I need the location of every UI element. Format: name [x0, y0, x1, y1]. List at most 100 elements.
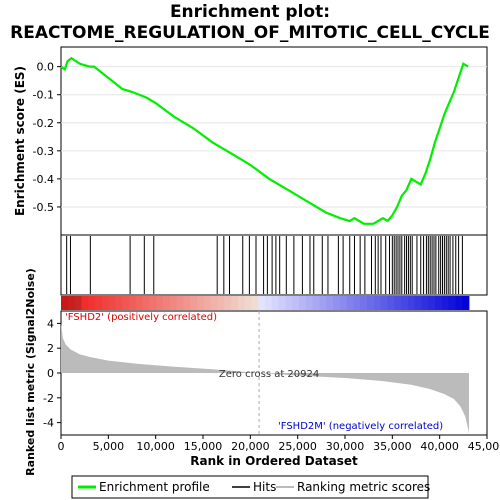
- x-tick-label: 35,000: [373, 440, 412, 453]
- x-tick-label: 45,000: [468, 440, 500, 453]
- band-segment: [441, 296, 450, 310]
- es-y-tick-label: -0.1: [33, 89, 54, 102]
- band-segment: [108, 296, 116, 310]
- zero-cross-label: Zero cross at 20924: [219, 369, 319, 380]
- es-y-tick-label: -0.5: [33, 201, 54, 214]
- band-segment: [414, 296, 422, 310]
- band-segment: [95, 296, 103, 310]
- rank-color-band: [61, 296, 470, 310]
- band-segment: [305, 296, 314, 310]
- x-tick-label: 20,000: [231, 440, 270, 453]
- negative-correlation-label: 'FSHD2M' (negatively correlated): [278, 421, 443, 432]
- chart-title-line2: REACTOME_REGULATION_OF_MITOTIC_CELL_CYCL…: [10, 23, 490, 43]
- hits-marks: [66, 236, 463, 294]
- es-y-axis-label: Enrichment score (ES): [13, 66, 27, 216]
- ranking-y-ticks: 4 2 0 -2 -4: [43, 317, 61, 430]
- ranking-y-axis-label: Ranked list metric (Signal2Noise): [24, 268, 37, 476]
- band-segment: [244, 296, 252, 310]
- band-segment: [299, 296, 307, 310]
- band-segment: [156, 296, 164, 310]
- es-y-ticks: 0.0 -0.1 -0.2 -0.3 -0.4 -0.5: [33, 61, 61, 214]
- band-segment: [135, 296, 144, 310]
- x-tick-label: 0: [58, 440, 65, 453]
- es-y-tick-label: 0.0: [37, 61, 55, 74]
- ranking-y-tick-label: -2: [43, 392, 54, 405]
- band-segment: [462, 296, 470, 310]
- band-segment: [88, 296, 96, 310]
- ranking-metric-area: [61, 323, 469, 434]
- band-segment: [224, 296, 232, 310]
- band-segment: [197, 296, 205, 310]
- ranking-x-ticks: 0 5,000 10,000 15,000 20,000 25,000 30,000 35,0…: [58, 435, 500, 453]
- es-gridlines: [61, 66, 487, 208]
- x-tick-label: 40,000: [420, 440, 459, 453]
- band-segment: [149, 296, 157, 310]
- hits-panel-frame: [60, 234, 488, 296]
- band-segment: [217, 296, 225, 310]
- band-segment: [353, 296, 361, 310]
- band-segment: [360, 296, 368, 310]
- band-segment: [428, 296, 436, 310]
- band-segment: [142, 296, 150, 310]
- legend-enrichment-label: Enrichment profile: [99, 480, 210, 494]
- band-segment: [81, 296, 89, 310]
- band-segment: [387, 296, 395, 310]
- band-segment: [380, 296, 388, 310]
- band-segment: [163, 296, 171, 310]
- band-segment: [394, 296, 402, 310]
- band-segment: [231, 296, 239, 310]
- legend-ranking-label: Ranking metric scores: [297, 480, 430, 494]
- band-segment: [210, 296, 218, 310]
- band-segment: [339, 296, 348, 310]
- x-tick-label: 30,000: [326, 440, 365, 453]
- legend-hits-label: Hits: [253, 480, 276, 494]
- band-segment: [373, 296, 382, 310]
- band-segment: [407, 296, 416, 310]
- chart-title-line1: Enrichment plot:: [170, 2, 330, 22]
- x-axis-label: Rank in Ordered Dataset: [190, 454, 358, 468]
- band-segment: [421, 296, 429, 310]
- band-segment: [292, 296, 300, 310]
- band-segment: [271, 296, 280, 310]
- x-tick-label: 25,000: [278, 440, 317, 453]
- positive-correlation-label: 'FSHD2' (positively correlated): [65, 312, 217, 323]
- band-segment: [455, 296, 463, 310]
- es-y-tick-label: -0.4: [33, 173, 54, 186]
- band-segment: [169, 296, 178, 310]
- x-tick-label: 15,000: [184, 440, 223, 453]
- band-segment: [129, 296, 137, 310]
- band-segment: [190, 296, 198, 310]
- band-segment: [435, 296, 443, 310]
- band-segment: [346, 296, 354, 310]
- band-segment: [101, 296, 110, 310]
- x-tick-label: 5,000: [93, 440, 125, 453]
- ranking-y-tick-label: -4: [43, 417, 54, 430]
- band-segment: [258, 296, 266, 310]
- band-segment: [115, 296, 123, 310]
- band-segment: [183, 296, 191, 310]
- band-segment: [312, 296, 320, 310]
- band-segment: [448, 296, 456, 310]
- band-segment: [265, 296, 273, 310]
- band-segment: [67, 296, 76, 310]
- band-segment: [278, 296, 286, 310]
- es-y-tick-label: -0.3: [33, 145, 54, 158]
- band-segment: [237, 296, 246, 310]
- band-segment: [326, 296, 334, 310]
- band-segment: [251, 296, 259, 310]
- band-segment: [176, 296, 184, 310]
- band-segment: [61, 296, 69, 310]
- band-segment: [203, 296, 212, 310]
- band-segment: [367, 296, 375, 310]
- ranking-y-tick-label: 0: [47, 367, 54, 380]
- es-y-tick-label: -0.2: [33, 117, 54, 130]
- es-panel-frame: [60, 46, 488, 236]
- ranking-y-tick-label: 2: [47, 342, 54, 355]
- enrichment-profile-line: [60, 56, 469, 225]
- band-segment: [401, 296, 409, 310]
- ranking-y-tick-label: 4: [47, 317, 54, 330]
- band-segment: [74, 296, 82, 310]
- x-tick-label: 10,000: [136, 440, 175, 453]
- band-segment: [122, 296, 130, 310]
